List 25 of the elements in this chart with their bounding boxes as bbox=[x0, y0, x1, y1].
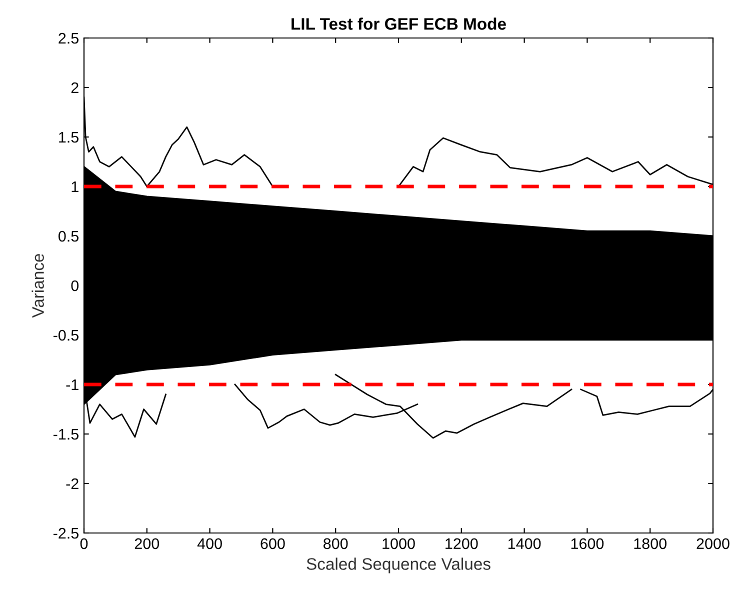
x-tick-label: 1000 bbox=[382, 538, 415, 550]
x-tick-label: 1600 bbox=[571, 538, 604, 550]
x-tick-label: 800 bbox=[324, 538, 348, 550]
y-tick-label: 0 bbox=[71, 280, 79, 292]
y-tick-label: -0.5 bbox=[53, 330, 78, 341]
y-tick-label: 2 bbox=[71, 82, 78, 94]
chart-title: LIL Test for GEF ECB Mode bbox=[292, 18, 506, 30]
y-tick-label: -1 bbox=[66, 380, 78, 390]
y-tick-label: 0.5 bbox=[58, 230, 78, 242]
y-tick-label: 2.5 bbox=[58, 32, 78, 44]
x-tick-label: 200 bbox=[134, 538, 160, 550]
x-tick-label: 400 bbox=[197, 538, 222, 550]
y-tick-label: -2.5 bbox=[53, 528, 78, 539]
x-tick-label: 1200 bbox=[446, 538, 478, 550]
x-tick-label: 1400 bbox=[508, 538, 541, 550]
y-axis-title: Variance bbox=[32, 254, 44, 318]
x-tick-label: 2000 bbox=[696, 538, 730, 550]
y-tick-label: 1 bbox=[72, 182, 78, 192]
y-tick-label: 1.5 bbox=[59, 132, 78, 143]
x-tick-label: 1800 bbox=[634, 538, 666, 550]
y-tick-label: -2 bbox=[66, 478, 78, 490]
x-tick-label: 600 bbox=[260, 538, 285, 550]
y-tick-label: -1.5 bbox=[53, 429, 78, 440]
x-axis-title: Scaled Sequence Values bbox=[306, 558, 490, 574]
x-tick-label: 0 bbox=[80, 538, 88, 550]
